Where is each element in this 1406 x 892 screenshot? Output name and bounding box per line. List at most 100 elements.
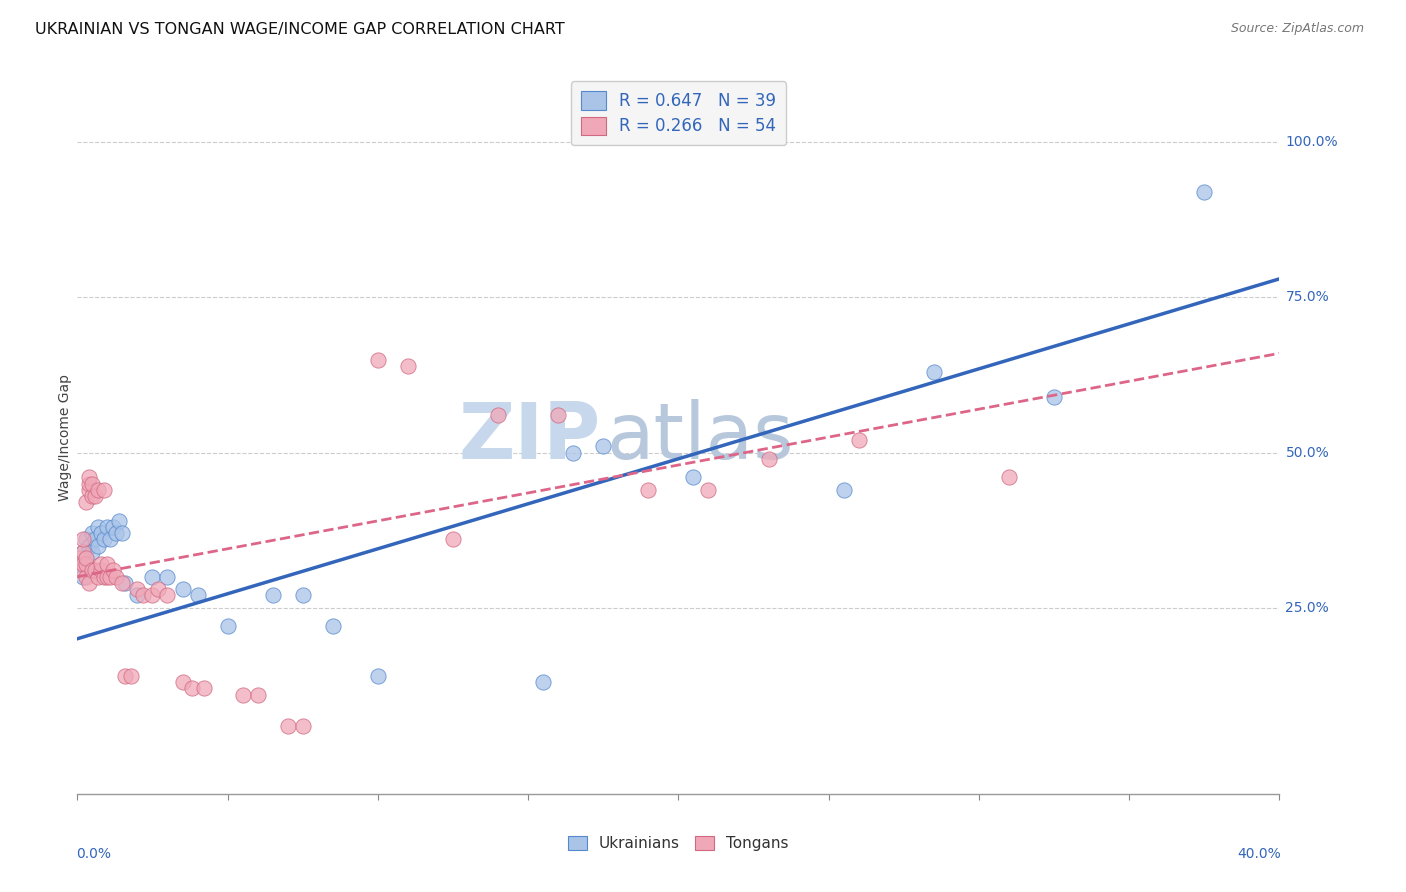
Text: 40.0%: 40.0% [1237,847,1281,862]
Point [79,476,101,491]
Point [103,564,125,578]
Point [441,533,464,547]
Text: Source: ZipAtlas.com: Source: ZipAtlas.com [1230,22,1364,36]
Point [291,718,314,732]
Point [156,588,179,602]
Point [758,451,780,466]
Point [367,669,389,683]
Text: UKRAINIAN VS TONGAN WAGE/INCOME GAP CORRELATION CHART: UKRAINIAN VS TONGAN WAGE/INCOME GAP CORR… [35,22,565,37]
Point [82,564,104,578]
Point [1043,390,1066,404]
Point [93,570,115,584]
Point [75,551,97,566]
Point [547,409,569,423]
Point [87,539,110,553]
Point [262,588,284,602]
Point [96,570,118,584]
Text: 25.0%: 25.0% [1285,600,1329,615]
Point [998,470,1021,484]
Point [105,526,128,541]
Point [922,365,945,379]
Point [75,570,97,584]
Point [87,483,110,497]
Point [105,570,128,584]
Point [114,669,136,683]
Point [232,688,254,702]
Point [172,582,194,596]
Point [79,539,101,553]
Point [93,483,115,497]
Point [148,582,170,596]
Point [100,570,122,584]
Point [322,619,344,633]
Point [180,681,202,696]
Point [396,359,419,373]
Point [193,681,215,696]
Point [84,533,107,547]
Point [75,495,97,509]
Point [75,551,97,566]
Point [90,526,112,541]
Point [90,564,112,578]
Point [93,533,115,547]
Point [75,558,97,572]
Point [367,352,389,367]
Point [141,588,163,602]
Point [291,588,314,602]
Point [72,545,94,559]
Point [79,575,101,590]
Point [72,570,94,584]
Point [82,526,104,541]
Point [682,470,704,484]
Text: atlas: atlas [606,399,794,475]
Legend: Ukrainians, Tongans: Ukrainians, Tongans [562,830,794,857]
Y-axis label: Wage/Income Gap: Wage/Income Gap [58,374,72,500]
Point [127,582,149,596]
Point [82,545,104,559]
Point [111,526,134,541]
Point [72,545,94,559]
Point [82,476,104,491]
Point [127,588,149,602]
Point [69,551,91,566]
Point [132,588,155,602]
Point [103,520,125,534]
Text: 100.0%: 100.0% [1285,136,1339,149]
Point [90,558,112,572]
Point [592,439,614,453]
Point [82,489,104,503]
Point [172,675,194,690]
Point [79,564,101,578]
Point [246,688,269,702]
Point [108,514,131,528]
Point [120,669,142,683]
Point [848,433,870,447]
Point [96,520,118,534]
Point [186,588,209,602]
Point [84,564,107,578]
Point [75,533,97,547]
Point [141,570,163,584]
Point [87,570,110,584]
Point [79,470,101,484]
Point [486,409,509,423]
Point [217,619,239,633]
Text: 75.0%: 75.0% [1285,291,1329,304]
Point [72,558,94,572]
Point [79,483,101,497]
Point [96,558,118,572]
Text: 50.0%: 50.0% [1285,446,1329,459]
Point [100,533,122,547]
Point [531,675,554,690]
Point [277,718,299,732]
Text: 0.0%: 0.0% [76,847,111,862]
Point [637,483,659,497]
Point [562,445,585,459]
Point [832,483,855,497]
Point [84,489,107,503]
Point [1194,185,1216,199]
Point [697,483,720,497]
Point [72,533,94,547]
Point [156,570,179,584]
Text: ZIP: ZIP [458,399,600,475]
